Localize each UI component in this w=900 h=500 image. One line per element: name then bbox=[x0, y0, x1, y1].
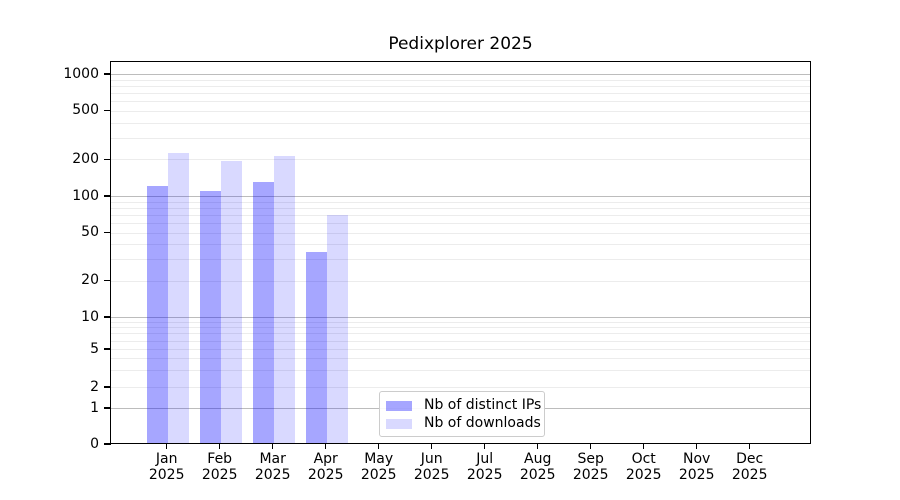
minor-gridline bbox=[111, 214, 810, 216]
x-tick-mark-icon bbox=[325, 444, 327, 449]
minor-gridline bbox=[111, 349, 810, 350]
y-tick-mark-icon bbox=[103, 407, 111, 409]
y-tick-label: 5 bbox=[90, 340, 99, 357]
y-tick-mark-icon bbox=[103, 195, 111, 197]
x-tick-mark-icon bbox=[378, 444, 380, 449]
minor-gridline bbox=[111, 110, 810, 112]
major-gridline bbox=[111, 317, 810, 318]
minor-gridline bbox=[111, 370, 810, 372]
x-tick-label: Mar 2025 bbox=[254, 451, 291, 483]
legend-item-distinct-ips: Nb of distinct IPs bbox=[380, 397, 544, 414]
minor-gridline bbox=[111, 122, 810, 124]
minor-gridline bbox=[111, 387, 810, 388]
x-tick-mark-icon bbox=[166, 444, 168, 449]
y-tick-label: 20 bbox=[81, 272, 99, 289]
x-tick-label: Dec 2025 bbox=[731, 451, 768, 483]
bar-ips-feb bbox=[199, 190, 221, 443]
minor-gridline bbox=[111, 201, 810, 203]
x-tick-label: Jan 2025 bbox=[148, 451, 185, 483]
bar-downloads-apr bbox=[326, 215, 348, 443]
y-tick-label: 2 bbox=[90, 378, 99, 395]
minor-gridline bbox=[111, 333, 810, 335]
y-tick-mark-icon bbox=[103, 316, 111, 318]
y-tick-label: 0 bbox=[90, 435, 99, 452]
bar-ips-apr bbox=[305, 251, 327, 443]
major-gridline bbox=[111, 196, 810, 197]
x-tick-label: Jul 2025 bbox=[466, 451, 503, 483]
y-tick-label: 200 bbox=[72, 150, 99, 167]
minor-gridline bbox=[111, 340, 810, 342]
y-tick-mark-icon bbox=[103, 280, 111, 282]
minor-gridline bbox=[111, 259, 810, 261]
y-tick-label: 500 bbox=[72, 102, 99, 119]
legend: Nb of distinct IPs Nb of downloads bbox=[379, 391, 545, 437]
legend-label-distinct-ips: Nb of distinct IPs bbox=[424, 397, 542, 413]
minor-gridline bbox=[111, 327, 810, 329]
y-tick-label: 1 bbox=[90, 399, 99, 416]
y-tick-label: 100 bbox=[72, 187, 99, 204]
y-tick-mark-icon bbox=[103, 73, 111, 75]
major-gridline bbox=[111, 74, 810, 75]
bar-ips-mar bbox=[252, 182, 274, 443]
x-tick-mark-icon bbox=[272, 444, 274, 449]
y-tick-label: 1000 bbox=[63, 65, 99, 82]
bar-downloads-jan bbox=[167, 153, 189, 443]
x-tick-mark-icon bbox=[696, 444, 698, 449]
chart-title: Pedixplorer 2025 bbox=[388, 34, 533, 54]
x-tick-mark-icon bbox=[749, 444, 751, 449]
x-tick-mark-icon bbox=[484, 444, 486, 449]
x-tick-label: Jun 2025 bbox=[413, 451, 450, 483]
x-tick-label: Nov 2025 bbox=[678, 451, 715, 483]
bar-ips-jan bbox=[146, 186, 168, 443]
x-tick-mark-icon bbox=[431, 444, 433, 449]
x-tick-mark-icon bbox=[590, 444, 592, 449]
legend-item-downloads: Nb of downloads bbox=[380, 415, 544, 432]
y-tick-mark-icon bbox=[103, 232, 111, 234]
x-tick-mark-icon bbox=[643, 444, 645, 449]
minor-gridline bbox=[111, 137, 810, 139]
x-tick-label: May 2025 bbox=[360, 451, 397, 483]
x-tick-mark-icon bbox=[219, 444, 221, 449]
legend-swatch-downloads-icon bbox=[386, 418, 412, 429]
y-tick-mark-icon bbox=[103, 386, 111, 388]
minor-gridline bbox=[111, 358, 810, 360]
minor-gridline bbox=[111, 85, 810, 87]
y-tick-mark-icon bbox=[103, 158, 111, 160]
y-tick-mark-icon bbox=[103, 348, 111, 350]
plot-area bbox=[110, 61, 811, 444]
minor-gridline bbox=[111, 79, 810, 81]
x-tick-mark-icon bbox=[537, 444, 539, 449]
x-tick-label: Apr 2025 bbox=[307, 451, 344, 483]
minor-gridline bbox=[111, 321, 810, 323]
bar-downloads-mar bbox=[273, 155, 295, 443]
minor-gridline bbox=[111, 159, 810, 161]
y-tick-mark-icon bbox=[103, 443, 111, 445]
legend-label-downloads: Nb of downloads bbox=[424, 415, 541, 431]
y-tick-label: 10 bbox=[81, 308, 99, 325]
x-tick-label: Oct 2025 bbox=[625, 451, 662, 483]
x-tick-label: Aug 2025 bbox=[519, 451, 556, 483]
legend-swatch-ips-icon bbox=[386, 400, 412, 411]
minor-gridline bbox=[111, 232, 810, 234]
minor-gridline bbox=[111, 223, 810, 225]
minor-gridline bbox=[111, 207, 810, 209]
bar-downloads-feb bbox=[220, 161, 242, 443]
minor-gridline bbox=[111, 92, 810, 94]
x-tick-label: Feb 2025 bbox=[201, 451, 238, 483]
minor-gridline bbox=[111, 244, 810, 246]
y-tick-mark-icon bbox=[103, 110, 111, 112]
minor-gridline bbox=[111, 280, 810, 282]
y-tick-label: 50 bbox=[81, 224, 99, 241]
x-tick-label: Sep 2025 bbox=[572, 451, 609, 483]
minor-gridline bbox=[111, 101, 810, 103]
